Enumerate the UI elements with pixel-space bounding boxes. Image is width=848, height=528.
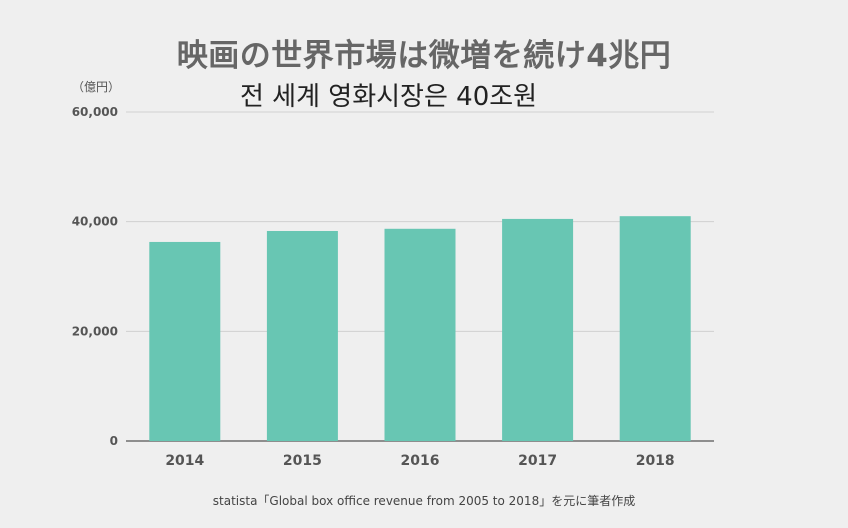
x-tick-label: 2015 [283, 453, 322, 469]
x-tick-label: 2016 [401, 453, 440, 469]
y-axis-unit-label: （億円） [72, 80, 121, 94]
chart-subtitle: 전 세계 영화시장은 40조원 [240, 82, 538, 112]
y-tick-label: 20,000 [72, 324, 118, 338]
source-note: statista「Global box office revenue from … [212, 494, 636, 508]
y-tick-label: 60,000 [72, 105, 118, 119]
bar-2018 [619, 216, 691, 441]
x-tick-label: 2018 [636, 453, 675, 469]
x-tick-label: 2017 [518, 453, 557, 469]
y-tick-label: 40,000 [72, 215, 118, 229]
bar-2014 [149, 241, 221, 441]
bar-2015 [266, 230, 338, 441]
y-tick-label: 0 [110, 434, 118, 448]
chart-title: 映画の世界市場は微増を続け4兆円 [176, 38, 672, 74]
bar-2017 [502, 218, 574, 441]
bar-2016 [384, 228, 456, 441]
x-tick-label: 2014 [165, 453, 204, 469]
